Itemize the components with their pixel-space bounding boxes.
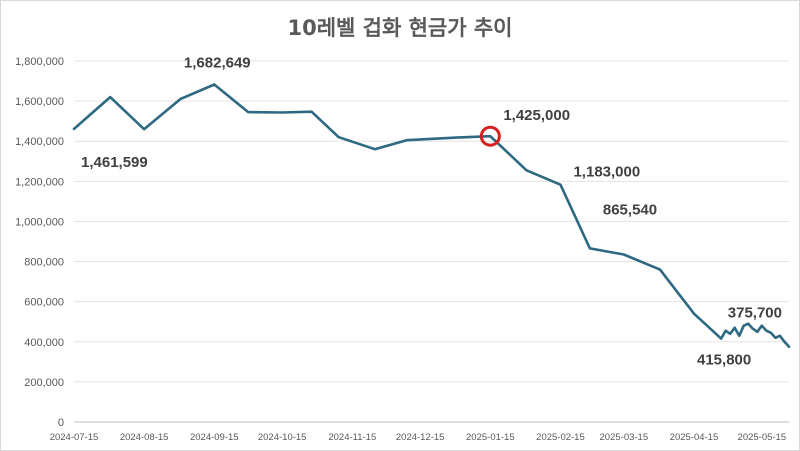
- x-tick-label: 2024-09-15: [190, 432, 239, 443]
- chart-title: 10레벨 겁화 현금가 추이: [287, 16, 513, 40]
- y-tick-label: 600,000: [24, 297, 64, 309]
- data-label: 375,700: [728, 305, 782, 322]
- x-tick-label: 2025-02-15: [536, 432, 585, 443]
- data-label: 865,540: [603, 201, 657, 218]
- y-tick-label: 1,400,000: [15, 136, 64, 148]
- x-tick-label: 2025-04-15: [670, 432, 719, 443]
- x-tick-label: 2024-08-15: [120, 432, 169, 443]
- y-tick-label: 1,200,000: [15, 176, 64, 188]
- data-label: 1,183,000: [573, 164, 640, 181]
- y-tick-label: 1,600,000: [15, 96, 64, 108]
- x-tick-label: 2025-03-15: [600, 432, 649, 443]
- y-tick-label: 200,000: [24, 377, 64, 389]
- data-label: 1,425,000: [503, 107, 570, 124]
- x-tick-label: 2025-01-15: [466, 432, 515, 443]
- y-tick-label: 400,000: [24, 337, 64, 349]
- x-tick-label: 2024-12-15: [396, 432, 445, 443]
- data-label: 1,461,599: [81, 154, 148, 171]
- y-tick-label: 1,800,000: [15, 56, 64, 68]
- series-line: [72, 83, 791, 349]
- y-tick-label: 0: [58, 417, 64, 429]
- highlight-circle-marker: [479, 125, 501, 147]
- x-tick-label: 2025-05-15: [738, 432, 787, 443]
- y-tick-label: 800,000: [24, 257, 64, 269]
- data-label: 1,682,649: [184, 55, 251, 72]
- x-tick-label: 2024-11-15: [328, 432, 376, 443]
- x-tick-label: 2024-07-15: [50, 432, 99, 443]
- data-label: 415,800: [697, 352, 751, 369]
- y-tick-label: 1,000,000: [15, 216, 64, 228]
- x-tick-label: 2024-10-15: [258, 432, 307, 443]
